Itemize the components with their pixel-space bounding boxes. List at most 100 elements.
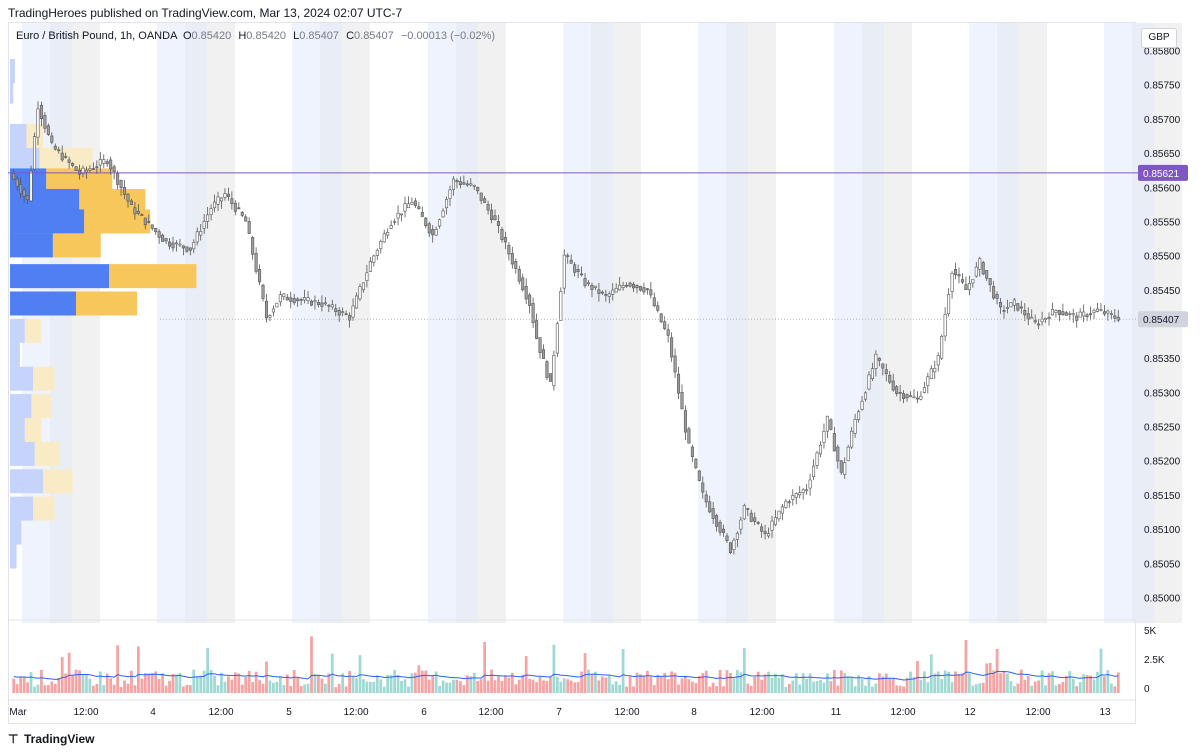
volume-bar (337, 683, 341, 693)
candle-body (112, 166, 116, 172)
volume-bar (549, 677, 552, 693)
volume-bar (365, 681, 369, 693)
candle-body (1089, 313, 1093, 316)
volume-bar (957, 674, 961, 693)
candle-body (143, 217, 147, 226)
price-tick-label: 0.85450 (1144, 286, 1181, 297)
volume-bar (684, 675, 687, 693)
candle-body (673, 355, 677, 373)
volume-bar (729, 673, 732, 693)
volume-bar (722, 686, 725, 693)
volume-bar (732, 678, 736, 693)
candle-body (912, 396, 916, 399)
volume-bar (1068, 671, 1072, 693)
volume-bar (964, 640, 968, 693)
candle-body (517, 269, 521, 282)
candle-body (704, 494, 708, 503)
candle-body (1102, 311, 1106, 315)
volume-bar (690, 681, 694, 693)
volume-bar (597, 680, 601, 693)
volume-bar (33, 686, 36, 693)
candle-body (195, 231, 199, 243)
volume-bar (36, 684, 40, 693)
volume-bar (476, 680, 480, 693)
volume-bar (829, 681, 833, 693)
open-label: O (182, 30, 192, 42)
candle-body (71, 163, 75, 166)
tradingview-logo[interactable]: ⊤ TradingView (8, 732, 94, 746)
session-band (1019, 23, 1047, 623)
volume-bar (351, 676, 355, 693)
volume-bar (358, 655, 362, 693)
volume-bar (981, 682, 985, 693)
session-band (997, 23, 1019, 623)
volume-bar (497, 676, 500, 693)
candle-body (493, 215, 497, 221)
profile-buy-bar (10, 318, 25, 343)
session-band (862, 23, 884, 623)
candle-body (632, 283, 636, 289)
volume-bar (483, 642, 487, 693)
profile-sell-bar (33, 496, 55, 521)
candle-body (431, 229, 435, 236)
volume-bar (1113, 686, 1117, 693)
time-tick-label: 8 (691, 707, 697, 718)
volume-bar (1078, 682, 1082, 693)
candle-body (181, 245, 185, 249)
volume-bar (1092, 679, 1096, 693)
candle-body (334, 308, 338, 312)
volume-bar (296, 677, 300, 693)
currency-selector[interactable]: GBP (1141, 28, 1177, 48)
volume-bar (590, 674, 594, 693)
profile-sell-bar (109, 264, 197, 289)
volume-bar (317, 674, 320, 693)
candle-body (902, 393, 906, 399)
volume-bar (185, 685, 189, 693)
candle-body (282, 293, 286, 297)
candle-body (95, 166, 99, 169)
volume-bar (510, 672, 514, 693)
candle-body (618, 284, 622, 291)
candle-body (857, 411, 861, 421)
volume-bar (974, 684, 978, 693)
volume-bar (787, 683, 791, 693)
candle-body (548, 373, 552, 382)
volume-bar (323, 683, 327, 693)
volume-bar (472, 672, 476, 693)
volume-bar (348, 670, 351, 693)
volume-bar (22, 676, 26, 693)
volume-bar (767, 671, 770, 693)
candle-body (278, 294, 282, 303)
volume-bar (424, 670, 428, 693)
session-band (320, 23, 342, 623)
volume-bar (147, 673, 151, 693)
candle-body (722, 528, 726, 533)
high-label: H (238, 30, 247, 42)
candle-body (999, 302, 1003, 308)
volume-bar (85, 674, 88, 693)
volume-bar (462, 685, 466, 693)
candle-body (915, 397, 919, 400)
candle-body (538, 337, 542, 353)
volume-bar (607, 675, 611, 693)
candle-body (787, 501, 791, 504)
volume-bar (711, 682, 715, 693)
candle-body (1026, 313, 1030, 320)
candle-body (268, 315, 272, 318)
volume-bar (486, 680, 490, 693)
volume-bar (587, 669, 590, 693)
volume-bar (791, 680, 795, 693)
candle-body (438, 219, 442, 227)
candle-body (604, 294, 608, 296)
volume-bar (261, 683, 265, 693)
candle-body (909, 395, 913, 397)
profile-sell-bar (52, 233, 101, 258)
candle-body (247, 221, 251, 234)
candle-body (1068, 313, 1072, 315)
candle-body (583, 278, 587, 286)
volume-tick-label: 0 (1144, 684, 1150, 695)
price-tick-label: 0.85550 (1144, 217, 1181, 228)
volume-bar (891, 678, 895, 693)
volume-bar (1026, 676, 1030, 693)
